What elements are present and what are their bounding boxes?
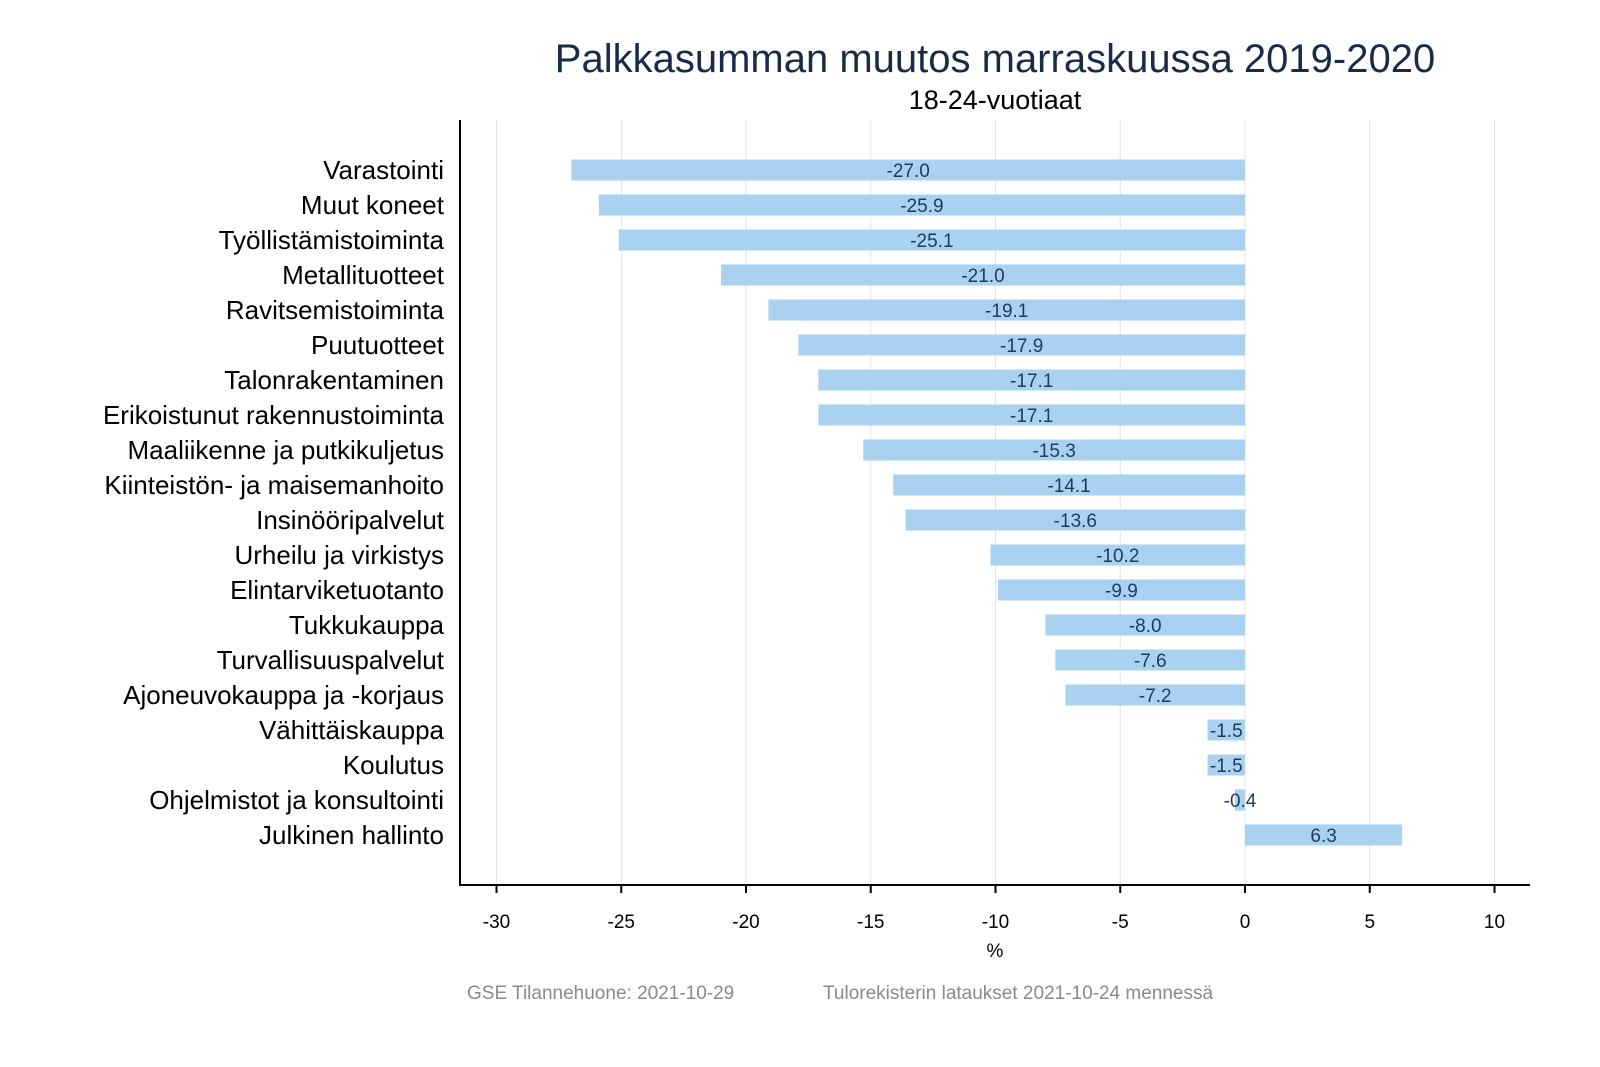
- data-label: -7.2: [1139, 686, 1172, 707]
- x-axis-label: %: [987, 941, 1004, 962]
- x-tick-label: 0: [1240, 912, 1251, 933]
- data-label: -15.3: [1032, 441, 1075, 462]
- bar: [863, 439, 1245, 461]
- data-label: 6.3: [1310, 826, 1336, 847]
- data-label: -9.9: [1105, 581, 1138, 602]
- category-label: Ajoneuvokauppa ja -korjaus: [123, 680, 444, 710]
- category-label: Julkinen hallinto: [259, 820, 444, 850]
- bars: Varastointi -27.0 Muut koneet -25.9 Työllist…: [103, 155, 1403, 850]
- data-label: -1.5: [1210, 756, 1243, 777]
- bar: [997, 579, 1245, 601]
- category-label: Insinööripalvelut: [256, 505, 445, 535]
- bar: [1045, 614, 1245, 636]
- data-label: -19.1: [985, 301, 1028, 322]
- category-label: Puutuotteet: [311, 330, 445, 360]
- data-label: -17.9: [1000, 336, 1043, 357]
- category-label: Metallituotteet: [282, 260, 445, 290]
- bar: [571, 159, 1245, 181]
- category-label: Muut koneet: [301, 190, 445, 220]
- x-tick-label: 10: [1484, 912, 1505, 933]
- bar: [1055, 649, 1245, 671]
- category-label: Maaliikenne ja putkikuljetus: [127, 435, 444, 465]
- bar: [721, 264, 1245, 286]
- category-label: Elintarviketuotanto: [230, 575, 444, 605]
- data-label: -17.1: [1010, 371, 1053, 392]
- category-label: Urheilu ja virkistys: [235, 540, 445, 570]
- bar: [618, 229, 1245, 251]
- data-label: -1.5: [1210, 721, 1243, 742]
- data-label: -10.2: [1096, 546, 1139, 567]
- footer-source: GSE Tilannehuone: 2021-10-29: [467, 983, 734, 1004]
- bar: [598, 194, 1245, 216]
- data-label: -21.0: [961, 266, 1004, 287]
- category-label: Kiinteistön- ja maisemanhoito: [104, 470, 444, 500]
- category-label: Koulutus: [343, 750, 444, 780]
- footer-note: Tulorekisterin lataukset 2021-10-24 menn…: [823, 983, 1213, 1004]
- category-label: Tukkukauppa: [289, 610, 445, 640]
- category-label: Erikoistunut rakennustoiminta: [103, 400, 445, 430]
- axes: -30 -25 -20 -15 -10 -5 0 5 10: [459, 120, 1530, 933]
- bar: [1245, 824, 1403, 846]
- x-tick-label: 5: [1364, 912, 1375, 933]
- data-label: -8.0: [1129, 616, 1162, 637]
- bar: [1207, 754, 1245, 776]
- bar: [1065, 684, 1245, 706]
- bar: [818, 369, 1245, 391]
- category-label: Vähittäiskauppa: [259, 715, 445, 745]
- bar: [818, 404, 1245, 426]
- x-tick-label: -30: [483, 912, 510, 933]
- data-label: -25.1: [910, 231, 953, 252]
- bar: [905, 509, 1245, 531]
- bar: [1207, 719, 1245, 741]
- category-label: Turvallisuuspalvelut: [217, 645, 445, 675]
- x-tick-label: -10: [982, 912, 1009, 933]
- data-label: -7.6: [1134, 651, 1167, 672]
- bar: [768, 299, 1245, 321]
- chart-subtitle: 18-24-vuotiaat: [909, 85, 1082, 115]
- x-tick-label: -5: [1112, 912, 1129, 933]
- data-label: -27.0: [887, 161, 930, 182]
- data-label: -0.4: [1224, 791, 1257, 812]
- bar: [798, 334, 1245, 356]
- chart-title: Palkkasumman muutos marraskuussa 2019-20…: [555, 37, 1435, 81]
- bar: [990, 544, 1245, 566]
- data-label: -14.1: [1047, 476, 1090, 497]
- category-label: Talonrakentaminen: [224, 365, 444, 395]
- category-label: Varastointi: [323, 155, 444, 185]
- x-tick-label: -15: [857, 912, 884, 933]
- data-label: -25.9: [900, 196, 943, 217]
- data-label: -17.1: [1010, 406, 1053, 427]
- category-label: Ravitsemistoiminta: [226, 295, 445, 325]
- bar: [893, 474, 1245, 496]
- x-tick-label: -20: [732, 912, 759, 933]
- x-tick-label: -25: [608, 912, 635, 933]
- category-label: Ohjelmistot ja konsultointi: [149, 785, 444, 815]
- category-label: Työllistämistoiminta: [219, 225, 445, 255]
- data-label: -13.6: [1054, 511, 1097, 532]
- bar: [1235, 789, 1245, 811]
